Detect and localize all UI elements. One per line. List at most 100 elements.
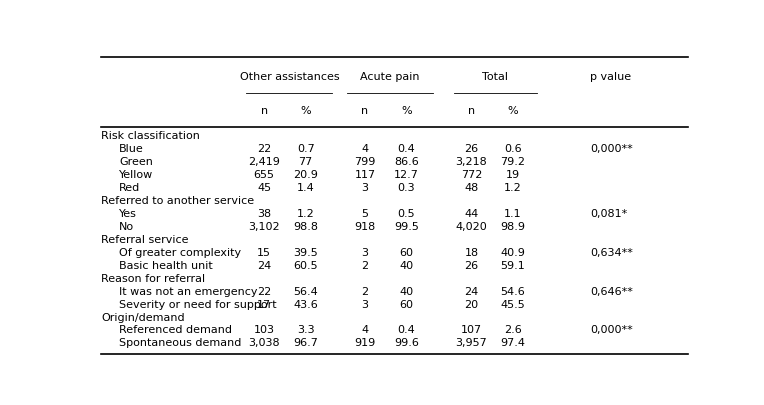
Text: 0.7: 0.7 — [297, 144, 315, 154]
Text: 44: 44 — [465, 209, 478, 218]
Text: 86.6: 86.6 — [394, 157, 419, 167]
Text: 59.1: 59.1 — [500, 260, 526, 270]
Text: 45.5: 45.5 — [500, 299, 526, 309]
Text: 40.9: 40.9 — [500, 247, 526, 257]
Text: It was not an emergency: It was not an emergency — [119, 286, 257, 296]
Text: 0,081*: 0,081* — [590, 209, 627, 218]
Text: 56.4: 56.4 — [293, 286, 318, 296]
Text: Risk classification: Risk classification — [102, 131, 200, 141]
Text: Reason for referral: Reason for referral — [102, 273, 206, 283]
Text: 3,218: 3,218 — [455, 157, 487, 167]
Text: 43.6: 43.6 — [293, 299, 318, 309]
Text: 5: 5 — [361, 209, 368, 218]
Text: 918: 918 — [354, 221, 376, 231]
Text: No: No — [119, 221, 134, 231]
Text: 60: 60 — [400, 247, 413, 257]
Text: Referenced demand: Referenced demand — [119, 325, 232, 335]
Text: 24: 24 — [257, 260, 271, 270]
Text: Basic health unit: Basic health unit — [119, 260, 213, 270]
Text: Total: Total — [482, 72, 508, 82]
Text: 4,020: 4,020 — [455, 221, 487, 231]
Text: 98.8: 98.8 — [293, 221, 318, 231]
Text: Green: Green — [119, 157, 153, 167]
Text: 1.1: 1.1 — [504, 209, 522, 218]
Text: 24: 24 — [465, 286, 478, 296]
Text: 4: 4 — [361, 325, 368, 335]
Text: 107: 107 — [461, 325, 482, 335]
Text: %: % — [401, 106, 412, 116]
Text: Other assistances: Other assistances — [240, 72, 339, 82]
Text: Yellow: Yellow — [119, 170, 154, 180]
Text: 22: 22 — [257, 144, 271, 154]
Text: 0.5: 0.5 — [397, 209, 415, 218]
Text: 97.4: 97.4 — [500, 338, 526, 347]
Text: Yes: Yes — [119, 209, 137, 218]
Text: 103: 103 — [254, 325, 275, 335]
Text: Origin/demand: Origin/demand — [102, 312, 185, 322]
Text: 3: 3 — [361, 247, 368, 257]
Text: 0,646**: 0,646** — [590, 286, 633, 296]
Text: %: % — [300, 106, 311, 116]
Text: 98.9: 98.9 — [500, 221, 526, 231]
Text: 3,957: 3,957 — [455, 338, 487, 347]
Text: 1.2: 1.2 — [297, 209, 315, 218]
Text: 0.3: 0.3 — [397, 183, 415, 192]
Text: 22: 22 — [257, 286, 271, 296]
Text: Referred to another service: Referred to another service — [102, 196, 254, 205]
Text: 2,419: 2,419 — [248, 157, 280, 167]
Text: Referral service: Referral service — [102, 234, 189, 244]
Text: 99.5: 99.5 — [394, 221, 419, 231]
Text: 0,000**: 0,000** — [590, 144, 633, 154]
Text: 4: 4 — [361, 144, 368, 154]
Text: 1.2: 1.2 — [504, 183, 522, 192]
Text: 0.4: 0.4 — [397, 325, 415, 335]
Text: 20: 20 — [465, 299, 478, 309]
Text: Spontaneous demand: Spontaneous demand — [119, 338, 241, 347]
Text: 0,634**: 0,634** — [590, 247, 633, 257]
Text: Severity or need for support: Severity or need for support — [119, 299, 277, 309]
Text: 48: 48 — [465, 183, 478, 192]
Text: 40: 40 — [400, 286, 413, 296]
Text: n: n — [261, 106, 268, 116]
Text: Blue: Blue — [119, 144, 144, 154]
Text: 17: 17 — [257, 299, 271, 309]
Text: Of greater complexity: Of greater complexity — [119, 247, 241, 257]
Text: 3,102: 3,102 — [248, 221, 280, 231]
Text: n: n — [468, 106, 475, 116]
Text: Red: Red — [119, 183, 141, 192]
Text: 2.6: 2.6 — [504, 325, 522, 335]
Text: 45: 45 — [257, 183, 271, 192]
Text: 26: 26 — [465, 144, 478, 154]
Text: 919: 919 — [354, 338, 376, 347]
Text: p value: p value — [590, 72, 631, 82]
Text: 77: 77 — [299, 157, 312, 167]
Text: 19: 19 — [506, 170, 520, 180]
Text: %: % — [507, 106, 518, 116]
Text: 18: 18 — [465, 247, 478, 257]
Text: 12.7: 12.7 — [394, 170, 419, 180]
Text: 54.6: 54.6 — [500, 286, 526, 296]
Text: 3: 3 — [361, 299, 368, 309]
Text: 772: 772 — [461, 170, 482, 180]
Text: 60.5: 60.5 — [293, 260, 318, 270]
Text: 117: 117 — [354, 170, 375, 180]
Text: 26: 26 — [465, 260, 478, 270]
Text: 3: 3 — [361, 183, 368, 192]
Text: 0,000**: 0,000** — [590, 325, 633, 335]
Text: 79.2: 79.2 — [500, 157, 526, 167]
Text: 60: 60 — [400, 299, 413, 309]
Text: 20.9: 20.9 — [293, 170, 318, 180]
Text: 3.3: 3.3 — [297, 325, 315, 335]
Text: 39.5: 39.5 — [293, 247, 318, 257]
Text: 99.6: 99.6 — [394, 338, 419, 347]
Text: 15: 15 — [257, 247, 271, 257]
Text: 1.4: 1.4 — [297, 183, 315, 192]
Text: 0.6: 0.6 — [504, 144, 522, 154]
Text: 96.7: 96.7 — [293, 338, 318, 347]
Text: 799: 799 — [354, 157, 376, 167]
Text: 3,038: 3,038 — [248, 338, 280, 347]
Text: 2: 2 — [361, 286, 368, 296]
Text: 38: 38 — [257, 209, 271, 218]
Text: Acute pain: Acute pain — [361, 72, 420, 82]
Text: 0.4: 0.4 — [397, 144, 415, 154]
